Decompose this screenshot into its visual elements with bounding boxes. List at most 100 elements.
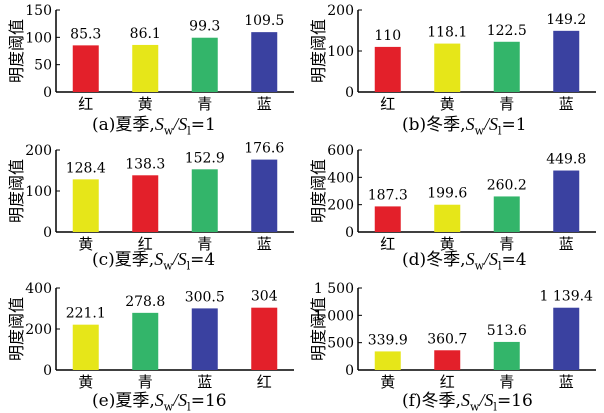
x-tick-label: 青 <box>197 95 212 113</box>
y-axis-label: 明度阈值 <box>309 19 328 83</box>
bar-4 <box>553 30 580 92</box>
bar-value-label: 128.4 <box>66 160 106 176</box>
bar-value-label: 152.9 <box>185 150 225 166</box>
x-tick-label: 青 <box>499 373 514 391</box>
x-tick-label: 蓝 <box>257 95 272 113</box>
x-tick-label: 红 <box>380 95 395 113</box>
chart-f: 明度阈值 0 500 1 000 1 500 339.9 黄 360.7 红 513.6 青 1 13… <box>309 281 596 391</box>
y-axis-label: 明度阈值 <box>7 159 26 223</box>
y-tick-label: 1 000 <box>314 308 354 324</box>
bar-value-label: 360.7 <box>427 331 467 347</box>
x-tick-label: 蓝 <box>559 235 574 253</box>
bar-4 <box>251 159 278 232</box>
x-tick-label: 红 <box>138 235 153 253</box>
bar-4 <box>553 170 580 232</box>
y-tick-label: 600 <box>327 143 354 159</box>
bar-1 <box>72 179 99 232</box>
bar-4 <box>251 307 278 370</box>
x-tick-label: 蓝 <box>197 373 212 391</box>
x-tick-label: 青 <box>499 235 514 253</box>
bar-3 <box>493 196 520 232</box>
bar-value-label: 176.6 <box>244 141 284 157</box>
chart-a: 明度阈值 0 50 100 150 85.3 红 86.1 黄 99.3 青 109.5 蓝 <box>7 3 294 113</box>
bar-value-label: 110 <box>374 28 401 44</box>
x-tick-label: 青 <box>197 235 212 253</box>
bar-3 <box>191 308 218 370</box>
bar-value-label: 199.6 <box>427 186 467 202</box>
y-tick-label: 0 <box>345 225 354 241</box>
bar-value-label: 187.3 <box>368 187 408 203</box>
y-tick-label: 200 <box>25 143 52 159</box>
y-axis-label: 明度阈值 <box>309 297 328 361</box>
y-tick-label: 0 <box>43 85 52 101</box>
bar-value-label: 513.6 <box>487 323 527 339</box>
y-axis-label: 明度阈值 <box>7 297 26 361</box>
y-tick-label: 200 <box>327 3 354 19</box>
bar-3 <box>493 341 520 370</box>
caption-f: (f)冬季,Sw/Sl=16 <box>402 390 533 413</box>
bar-4 <box>553 307 580 370</box>
bar-4 <box>251 32 278 92</box>
y-axis-label: 明度阈值 <box>7 19 26 83</box>
y-tick-label: 500 <box>327 336 354 352</box>
y-tick-label: 200 <box>327 198 354 214</box>
x-tick-label: 蓝 <box>559 373 574 391</box>
x-tick-label: 黄 <box>78 373 93 391</box>
chart-c: 明度阈值 0 100 200 128.4 黄 138.3 红 152.9 青 176.6 蓝 <box>7 141 294 253</box>
x-tick-label: 黄 <box>138 95 153 113</box>
bar-1 <box>374 351 401 370</box>
chart-e: 明度阈值 0 200 400 221.1 黄 278.8 青 300.5 蓝 304 红 <box>7 281 294 391</box>
y-tick-label: 0 <box>345 363 354 379</box>
y-tick-label: 100 <box>327 44 354 60</box>
caption-a: (a)夏季,Sw/Sl=1 <box>92 114 216 138</box>
y-tick-label: 400 <box>327 170 354 186</box>
bar-2 <box>434 204 461 232</box>
caption-d: (d)冬季,Sw/Sl=4 <box>402 249 527 273</box>
bar-value-label: 99.3 <box>189 19 220 35</box>
bar-value-label: 304 <box>251 289 278 305</box>
chart-b: 明度阈值 0 100 200 110 红 118.1 黄 122.5 青 149.2 蓝 <box>309 3 596 113</box>
bar-3 <box>493 41 520 92</box>
caption-e: (e)夏季,Sw/Sl=16 <box>92 390 227 413</box>
bar-value-label: 86.1 <box>130 26 161 42</box>
y-tick-label: 1 500 <box>314 281 354 297</box>
bar-2 <box>132 44 159 92</box>
x-tick-label: 黄 <box>380 373 395 391</box>
bar-value-label: 1 139.4 <box>540 289 594 305</box>
bar-value-label: 449.8 <box>546 152 586 168</box>
bar-2 <box>132 312 159 370</box>
bar-2 <box>132 175 159 232</box>
bar-value-label: 122.5 <box>487 23 527 39</box>
bar-1 <box>72 45 99 92</box>
y-tick-label: 50 <box>34 58 52 74</box>
bar-1 <box>374 46 401 92</box>
y-tick-label: 0 <box>43 363 52 379</box>
y-tick-label: 150 <box>25 3 52 19</box>
bar-value-label: 221.1 <box>66 306 106 322</box>
chart-d: 明度阈值 0 200 400 600 187.3 红 199.6 黄 260.2 青 449.8 蓝 <box>309 143 596 253</box>
bar-value-label: 138.3 <box>125 156 165 172</box>
bar-value-label: 300.5 <box>185 289 225 305</box>
bar-value-label: 260.2 <box>487 177 527 193</box>
x-tick-label: 红 <box>78 95 93 113</box>
bar-value-label: 339.9 <box>368 332 408 348</box>
y-axis-label: 明度阈值 <box>309 159 328 223</box>
bar-2 <box>434 350 461 370</box>
x-tick-label: 蓝 <box>559 95 574 113</box>
bar-1 <box>72 324 99 370</box>
y-tick-label: 100 <box>25 184 52 200</box>
caption-c: (c)夏季,Sw/Sl=4 <box>92 249 216 273</box>
bar-1 <box>374 206 401 232</box>
caption-b: (b)冬季,Sw/Sl=1 <box>402 114 527 138</box>
x-tick-label: 黄 <box>440 235 455 253</box>
x-tick-label: 蓝 <box>257 235 272 253</box>
bar-value-label: 85.3 <box>70 26 101 42</box>
bar-value-label: 118.1 <box>427 25 467 41</box>
x-tick-label: 红 <box>380 235 395 253</box>
x-tick-label: 青 <box>499 95 514 113</box>
y-tick-label: 0 <box>43 225 52 241</box>
bar-value-label: 149.2 <box>546 12 586 28</box>
bar-2 <box>434 43 461 92</box>
bar-value-label: 278.8 <box>125 294 165 310</box>
x-tick-label: 黄 <box>78 235 93 253</box>
